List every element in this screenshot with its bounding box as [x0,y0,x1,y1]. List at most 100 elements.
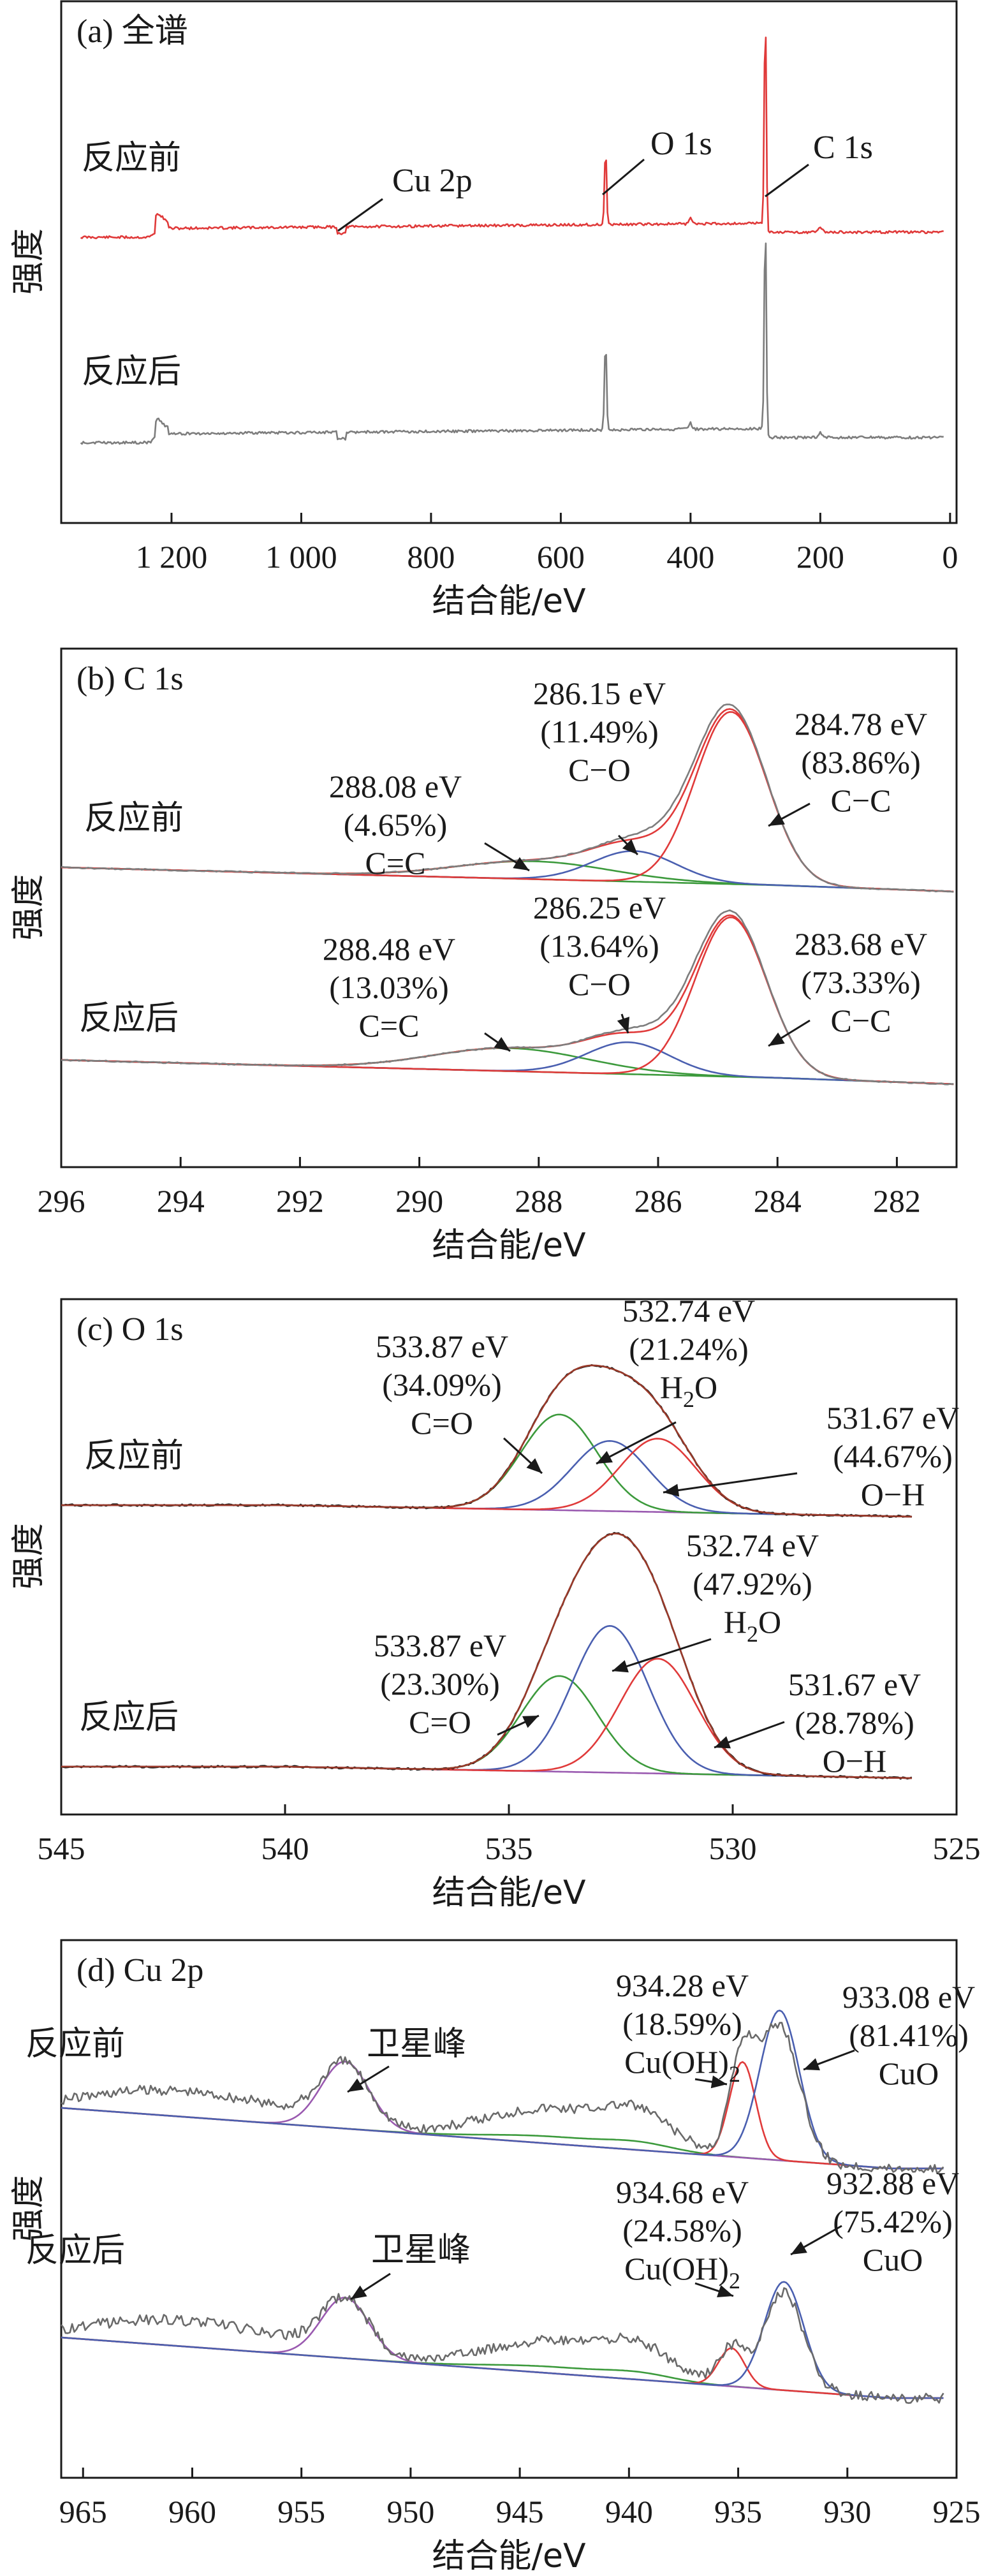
x-tick-label: 0 [942,539,958,575]
x-tick-label: 525 [933,1830,981,1866]
peak-annotation-line: (4.65%) [344,807,447,843]
fit-peak-cuo-before [61,2010,944,2170]
plot-frame [60,1939,958,2479]
envelope-curve-after [61,1533,912,1779]
panel-a: 1 200 1 000 800 600 400 200 0 结合能/eV 强度 (a) 全谱反应前… [10,0,958,621]
peak-annotation-line: 284.78 eV [795,706,927,742]
x-tick-label: 288 [515,1183,562,1219]
panel-title: (b) C 1s [77,661,184,697]
peak-annotation-line: CuO [863,2242,923,2278]
sample-label-after: 反应后 [26,2232,125,2270]
raw-spectrum-before [61,2022,944,2174]
x-tick-label: 296 [38,1183,85,1219]
annotation-arrowhead [351,2285,367,2299]
peak-annotation-line: 286.15 eV [533,675,666,711]
y-axis-label: 强度 [10,874,48,940]
sample-label-before: 反应前 [84,1437,184,1475]
annotation-arrowhead [663,1483,680,1497]
satellite-label-before: 卫星峰 [367,2025,466,2063]
peak-annotation-line: C=C [359,1008,420,1043]
satellite-label-after: 卫星峰 [371,2231,471,2269]
x-tick-label: 965 [59,2494,107,2529]
peak-annotation-line: (81.41%) [849,2017,968,2053]
peak-annotation-line: (23.30%) [380,1666,499,1702]
x-tick-label: 284 [754,1183,802,1219]
x-tick-label: 960 [168,2494,216,2529]
x-tick-label: 545 [38,1830,85,1866]
x-tick-label: 200 [796,539,844,575]
x-axis-label: 结合能/eV [432,1226,586,1265]
fit-peak-cuo-after [61,2281,944,2399]
x-axis-label: 结合能/eV [432,2537,586,2575]
x-tick-label: 940 [605,2494,653,2529]
panel-title: (a) 全谱 [77,13,188,50]
peak-annotation-line: 531.67 eV [826,1400,959,1436]
peak-annotation-line: C=C [365,845,426,881]
x-tick-label: 535 [485,1830,533,1866]
x-tick-label: 955 [277,2494,325,2529]
peak-label-cu2p: Cu 2p [392,163,473,199]
x-tick-label: 925 [933,2494,981,2529]
annotation-arrowhead [804,2058,820,2071]
peak-annotation-line: (11.49%) [540,714,659,749]
panel-title: (c) O 1s [77,1311,184,1348]
y-axis-label: 强度 [10,2175,48,2241]
peak-annotation-line: 533.87 eV [376,1328,508,1364]
annotation-arrowhead [717,2285,733,2298]
envelope-curve-before [61,1364,912,1518]
peak-annotation-line: C=O [409,1704,471,1740]
x-tick-label: 1 000 [265,539,337,575]
panel-d: 965 960 955 950 945 940 935 930 925 结合能/eV 强度 (d) C… [10,1939,981,2575]
fit-peak-co-double-before [61,1413,912,1518]
peak-annotation-line: 934.28 eV [616,1968,749,2003]
peak-annotation-line: (75.42%) [833,2204,952,2239]
panel-title: (d) Cu 2p [77,1952,203,1989]
peak-annotation-line: (24.58%) [622,2212,742,2248]
x-tick-label: 935 [714,2494,762,2529]
x-tick-label: 400 [666,539,714,575]
y-axis-label: 强度 [10,1523,48,1589]
y-axis-label: 强度 [10,228,48,295]
x-tick-label: 945 [496,2494,544,2529]
peak-annotation-line: (13.03%) [329,969,448,1005]
fit-peak-cuoh2-before [61,2061,944,2170]
peak-annotation-line: H2O [660,1369,717,1412]
x-tick-label: 282 [873,1183,921,1219]
sample-label-after: 反应后 [82,353,181,391]
peak-annotation-line: 283.68 eV [795,926,927,962]
peak-annotation-line: (28.78%) [795,1705,914,1741]
annotation-arrowhead [710,2075,727,2089]
x-tick-label: 292 [276,1183,324,1219]
survey-curve-after [80,242,944,445]
peak-annotation-line: (83.86%) [801,744,920,780]
peak-annotation-line: (13.64%) [539,928,659,964]
peak-annotation-line: (47.92%) [693,1566,812,1601]
peak-leader [337,198,383,232]
peak-annotation-line: (44.67%) [833,1438,952,1474]
plot-frame [60,0,958,524]
peak-annotation-line: Cu(OH)2 [624,2044,740,2087]
plot-frame [60,647,958,1168]
annotation-arrowhead [612,1660,629,1673]
sample-label-after: 反应后 [79,999,179,1038]
annotation-arrowhead [622,839,638,855]
x-tick-label: 1 200 [136,539,208,575]
annotation-arrowhead [526,1458,542,1473]
annotation-arrowhead [513,857,529,871]
x-tick-label: 530 [709,1830,757,1866]
peak-annotation-line: 532.74 eV [622,1293,755,1328]
sample-label-before: 反应前 [26,2025,125,2063]
x-tick-label: 294 [157,1183,205,1219]
peak-annotation-line: (34.09%) [382,1367,501,1402]
annotation-arrowhead [768,813,785,826]
peak-annotation-line: 286.25 eV [533,890,666,925]
peak-annotation-line: O−H [861,1476,925,1512]
sample-label-before: 反应前 [84,799,184,837]
peak-annotation-line: C=O [411,1405,473,1441]
peak-annotation-line: C−C [831,1003,892,1038]
raw-spectrum-after [60,2287,944,2404]
peak-annotation-line: O−H [823,1743,886,1779]
peak-annotation-line: C−C [831,783,892,818]
